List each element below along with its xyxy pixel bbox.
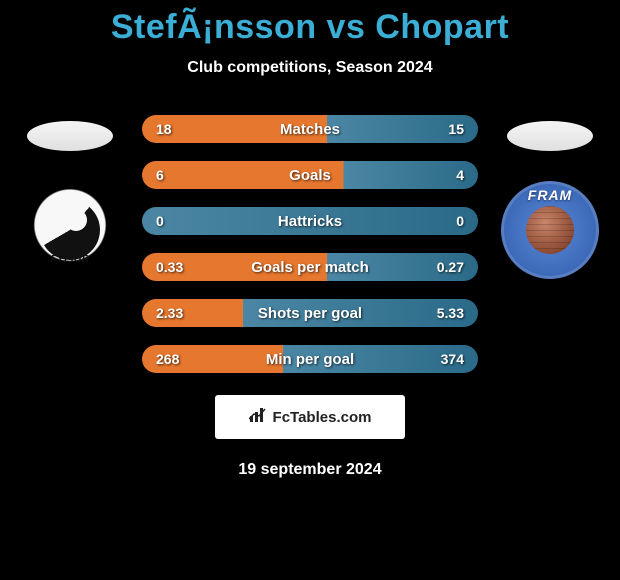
chart-icon [249,407,267,428]
stat-left-value: 0 [156,213,164,229]
right-club-badge: FRAM [501,181,599,279]
stat-right-value: 5.33 [437,305,464,321]
stat-bar: 0.330.27Goals per match [142,253,478,281]
stat-right-value: 15 [448,121,464,137]
brand-box: FcTables.com [215,395,405,439]
stat-bar: 00Hattricks [142,207,478,235]
stat-left-value: 18 [156,121,172,137]
stat-left-value: 6 [156,167,164,183]
stat-right-value: 0 [456,213,464,229]
stat-bar: 2.335.33Shots per goal [142,299,478,327]
stat-left-value: 268 [156,351,179,367]
stat-right-value: 4 [456,167,464,183]
left-player-column: FYLKIR [0,115,140,279]
stat-right-value: 374 [441,351,464,367]
stat-left-value: 2.33 [156,305,183,321]
page-title: StefÃ¡nsson vs Chopart [0,8,620,47]
right-player-column: FRAM [480,115,620,279]
left-club-name: FYLKIR [50,254,89,265]
comparison-card: StefÃ¡nsson vs Chopart Club competitions… [0,0,620,479]
stat-right-value: 0.27 [437,259,464,275]
stat-left-value: 0.33 [156,259,183,275]
stat-bar: 1815Matches [142,115,478,143]
right-player-photo [507,121,593,151]
left-player-photo [27,121,113,151]
left-club-badge: FYLKIR [21,181,119,279]
main-row: FYLKIR 1815Matches64Goals00Hattricks0.33… [0,115,620,373]
right-club-name: FRAM [528,187,572,203]
stat-bar: 268374Min per goal [142,345,478,373]
date-text: 19 september 2024 [0,461,620,479]
page-subtitle: Club competitions, Season 2024 [0,59,620,77]
brand-text: FcTables.com [273,409,372,426]
stat-bar: 64Goals [142,161,478,189]
stats-bars: 1815Matches64Goals00Hattricks0.330.27Goa… [140,115,480,373]
